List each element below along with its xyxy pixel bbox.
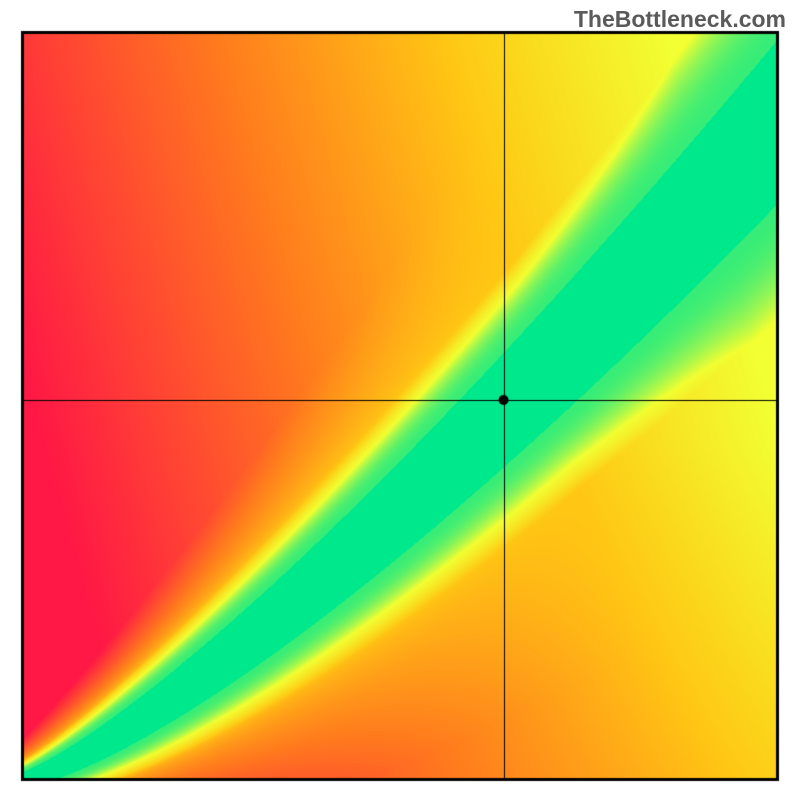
chart-container: TheBottleneck.com [0,0,800,800]
watermark-text: TheBottleneck.com [574,6,786,33]
heatmap-canvas [0,0,800,800]
